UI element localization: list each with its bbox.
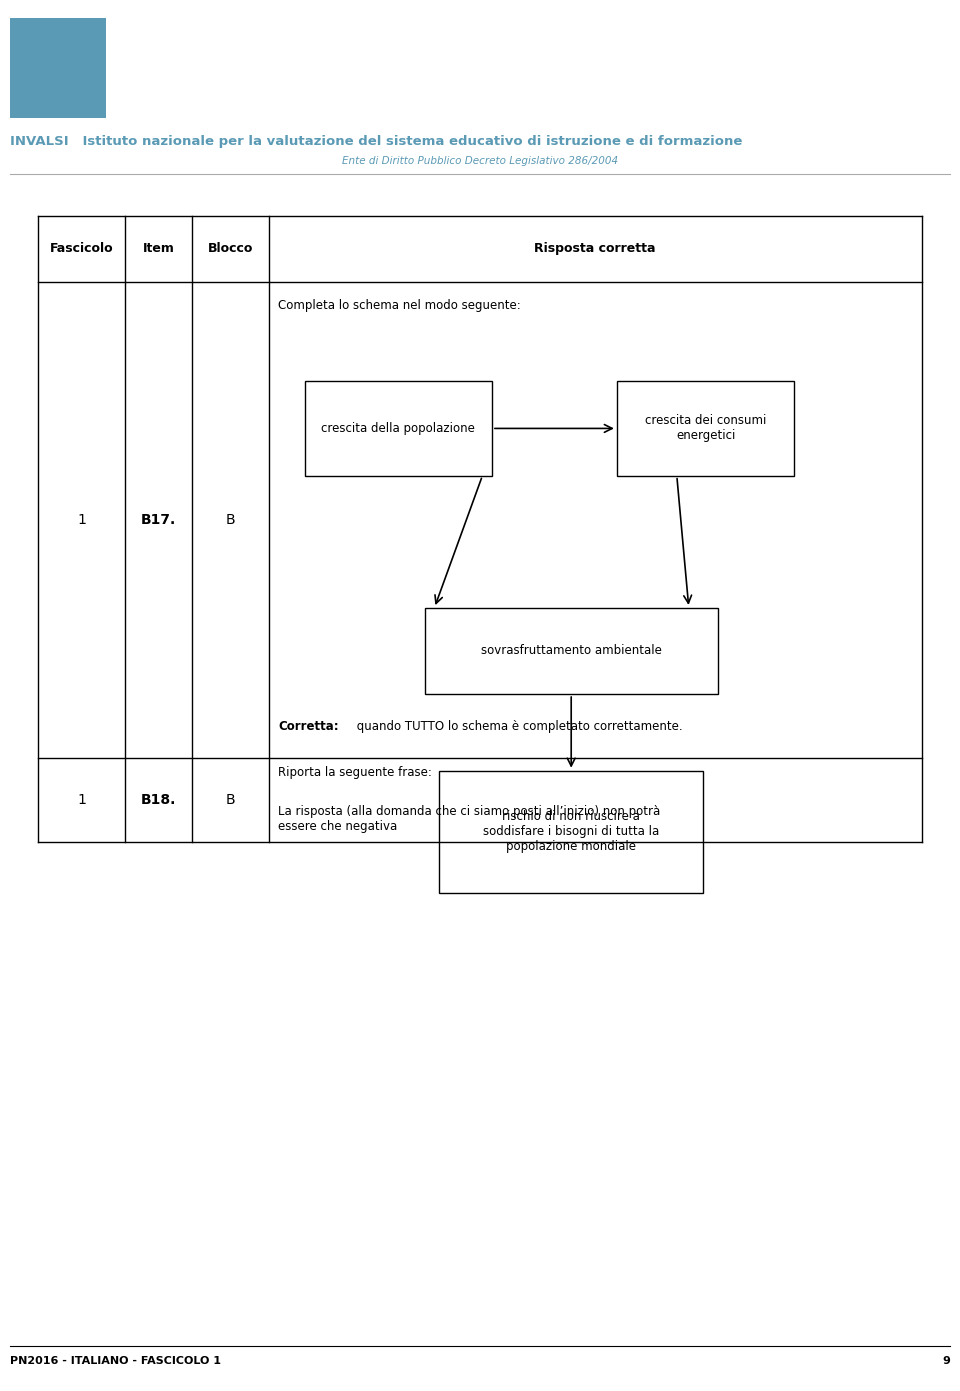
FancyBboxPatch shape (424, 608, 718, 694)
Text: 9: 9 (943, 1356, 950, 1366)
FancyBboxPatch shape (305, 381, 492, 476)
Text: crescita della popolazione: crescita della popolazione (322, 421, 475, 435)
FancyBboxPatch shape (439, 771, 703, 893)
Text: B17.: B17. (141, 513, 176, 527)
Text: Corretta:: Corretta: (278, 721, 339, 733)
Text: Ente di Diritto Pubblico Decreto Legislativo 286/2004: Ente di Diritto Pubblico Decreto Legisla… (342, 156, 618, 166)
Text: La risposta (alla domanda che ci siamo posti all’inizio) non potrà
essere che ne: La risposta (alla domanda che ci siamo p… (278, 805, 660, 833)
Text: 1: 1 (77, 513, 86, 527)
Text: PN2016 - ITALIANO - FASCICOLO 1: PN2016 - ITALIANO - FASCICOLO 1 (10, 1356, 221, 1366)
Text: rischio di non riuscire a
soddisfare i bisogni di tutta la
popolazione mondiale: rischio di non riuscire a soddisfare i b… (483, 811, 660, 853)
Text: B: B (226, 793, 235, 807)
Text: Completa lo schema nel modo seguente:: Completa lo schema nel modo seguente: (278, 299, 521, 312)
Text: 1: 1 (77, 793, 86, 807)
Text: Fascicolo: Fascicolo (50, 242, 113, 256)
FancyBboxPatch shape (10, 18, 106, 118)
Text: crescita dei consumi
energetici: crescita dei consumi energetici (645, 415, 766, 442)
Text: Item: Item (142, 242, 175, 256)
Text: B18.: B18. (141, 793, 176, 807)
Text: INVALSI   Istituto nazionale per la valutazione del sistema educativo di istruzi: INVALSI Istituto nazionale per la valuta… (10, 135, 742, 147)
Text: quando TUTTO lo schema è completato correttamente.: quando TUTTO lo schema è completato corr… (353, 721, 683, 733)
FancyBboxPatch shape (616, 381, 794, 476)
Text: sovrasfruttamento ambientale: sovrasfruttamento ambientale (481, 644, 661, 658)
Text: Risposta corretta: Risposta corretta (535, 242, 656, 256)
Text: Blocco: Blocco (207, 242, 253, 256)
Text: Riporta la seguente frase:: Riporta la seguente frase: (278, 766, 432, 779)
Text: B: B (226, 513, 235, 527)
